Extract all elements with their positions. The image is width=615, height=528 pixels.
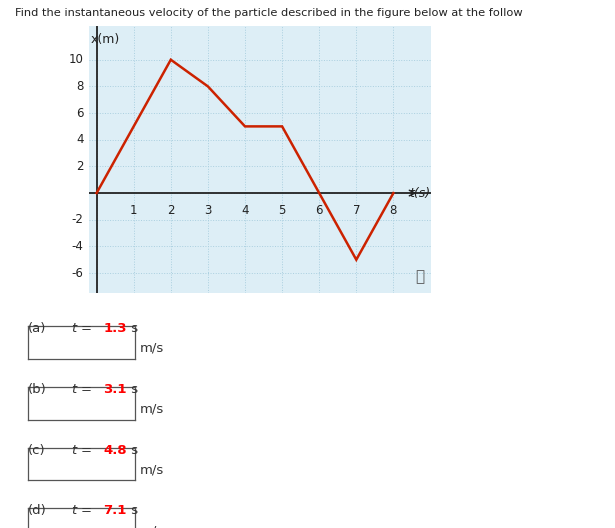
Text: 3.1: 3.1 — [103, 383, 127, 396]
Text: (d): (d) — [28, 504, 46, 517]
Text: $t$ =: $t$ = — [71, 322, 93, 335]
Text: x(m): x(m) — [91, 33, 121, 46]
Text: m/s: m/s — [140, 403, 164, 416]
Text: 4: 4 — [241, 204, 248, 216]
Text: t(s): t(s) — [410, 186, 430, 200]
Text: $t$ =: $t$ = — [71, 504, 93, 517]
Text: s: s — [127, 322, 138, 335]
Text: 5: 5 — [279, 204, 286, 216]
Text: 4: 4 — [76, 133, 84, 146]
Text: 1: 1 — [130, 204, 137, 216]
Text: 2: 2 — [167, 204, 175, 216]
Text: m/s: m/s — [140, 464, 164, 476]
Text: -6: -6 — [72, 267, 84, 279]
Text: (b): (b) — [28, 383, 46, 396]
Text: $t$ =: $t$ = — [71, 383, 93, 396]
Text: 6: 6 — [76, 107, 84, 119]
Text: $t$ =: $t$ = — [71, 444, 93, 457]
Text: s: s — [127, 444, 138, 457]
Text: 4.8: 4.8 — [103, 444, 127, 457]
Text: ⓘ: ⓘ — [415, 269, 424, 284]
Text: 6: 6 — [315, 204, 323, 216]
Text: -2: -2 — [72, 213, 84, 226]
Text: -4: -4 — [72, 240, 84, 253]
Text: 3: 3 — [204, 204, 212, 216]
Text: s: s — [127, 504, 138, 517]
Text: 10: 10 — [69, 53, 84, 66]
Text: 7: 7 — [352, 204, 360, 216]
Text: (c): (c) — [28, 444, 46, 457]
Text: 8: 8 — [76, 80, 84, 93]
Text: m/s: m/s — [140, 524, 164, 528]
Text: (a): (a) — [28, 322, 46, 335]
Text: Find the instantaneous velocity of the particle described in the figure below at: Find the instantaneous velocity of the p… — [15, 8, 523, 18]
Text: s: s — [127, 383, 138, 396]
Text: 2: 2 — [76, 160, 84, 173]
Text: 7.1: 7.1 — [103, 504, 127, 517]
Text: m/s: m/s — [140, 342, 164, 355]
Text: 8: 8 — [390, 204, 397, 216]
Text: 1.3: 1.3 — [103, 322, 127, 335]
